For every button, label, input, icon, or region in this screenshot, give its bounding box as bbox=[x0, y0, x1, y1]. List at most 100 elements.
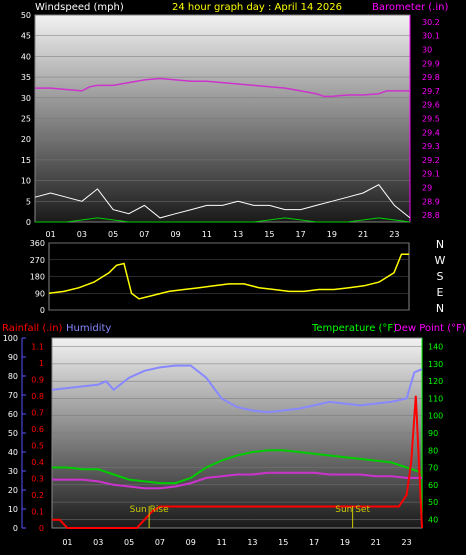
hour-tick-label: 15 bbox=[264, 230, 274, 239]
hour-tick-label: 23 bbox=[401, 538, 411, 547]
rainfall-label: Rainfall (.in) bbox=[2, 323, 63, 334]
barometer-y-tick: 29 bbox=[422, 184, 432, 193]
barometer-y-tick: 29.5 bbox=[422, 115, 440, 124]
hour-tick-label: 13 bbox=[233, 230, 243, 239]
humidity-y-tick: 70 bbox=[8, 391, 18, 400]
rain-y-tick: 0.3 bbox=[31, 474, 44, 483]
direction-y-tick: 0 bbox=[40, 306, 45, 315]
wind-y-tick: 40 bbox=[21, 52, 31, 61]
barometer-y-tick: 30.2 bbox=[422, 18, 440, 27]
rain-y-tick: 0.4 bbox=[31, 458, 44, 467]
dewpoint-label: Dew Point (°F) bbox=[394, 323, 466, 334]
compass-label: N bbox=[436, 238, 444, 251]
hour-tick-label: 09 bbox=[186, 538, 196, 547]
barometer-y-tick: 29.9 bbox=[422, 59, 440, 68]
hour-tick-label: 23 bbox=[389, 230, 399, 239]
temp-y-tick: 90 bbox=[428, 429, 438, 438]
direction-line bbox=[48, 253, 409, 300]
temp-y-tick: 80 bbox=[428, 446, 438, 455]
direction-y-tick: 90 bbox=[35, 289, 45, 298]
rain-y-tick: 0.5 bbox=[31, 441, 44, 450]
temp-y-tick: 70 bbox=[428, 464, 438, 473]
rain-y-tick: 0.9 bbox=[31, 375, 44, 384]
temp-y-tick: 110 bbox=[428, 394, 443, 403]
humidity-y-tick: 0 bbox=[13, 524, 18, 533]
wind-line bbox=[34, 184, 411, 219]
direction-y-tick: 360 bbox=[30, 239, 45, 248]
wind-y-tick: 5 bbox=[26, 197, 31, 206]
rain-y-tick: 0.6 bbox=[31, 425, 44, 434]
wind-y-tick: 35 bbox=[21, 73, 31, 82]
wind-y-tick: 10 bbox=[21, 177, 31, 186]
hour-tick-label: 01 bbox=[62, 538, 72, 547]
hour-tick-label: 05 bbox=[124, 538, 134, 547]
barometer-y-tick: 29.6 bbox=[422, 101, 440, 110]
barometer-y-tick: 30.1 bbox=[422, 32, 440, 41]
hour-tick-label: 11 bbox=[216, 538, 226, 547]
humidity-line bbox=[51, 364, 423, 414]
hour-tick-label: 07 bbox=[155, 538, 165, 547]
hour-tick-label: 21 bbox=[358, 230, 368, 239]
wind-y-tick: 20 bbox=[21, 135, 31, 144]
direction-y-tick: 270 bbox=[30, 256, 45, 265]
hour-tick-label: 15 bbox=[278, 538, 288, 547]
humidity-label: Humidity bbox=[66, 323, 111, 334]
wind-y-tick: 25 bbox=[21, 115, 31, 124]
rain-y-tick: 0 bbox=[39, 524, 44, 533]
hour-tick-label: 03 bbox=[77, 230, 87, 239]
humidity-y-tick: 60 bbox=[8, 410, 18, 419]
barometer-label: Barometer (.in) bbox=[372, 2, 448, 13]
barometer-y-tick: 29.4 bbox=[422, 128, 440, 137]
compass-label: N bbox=[436, 302, 444, 315]
compass-label: E bbox=[437, 286, 444, 299]
sun_rise-label: Sun Rise bbox=[130, 505, 169, 515]
rain-y-tick: 0.8 bbox=[31, 392, 44, 401]
temp-y-tick: 130 bbox=[428, 360, 443, 369]
humidity-y-tick: 30 bbox=[8, 467, 18, 476]
barometer-y-tick: 29.2 bbox=[422, 156, 440, 165]
humidity-y-tick: 50 bbox=[8, 429, 18, 438]
sun_set-label: Sun Set bbox=[335, 505, 370, 515]
rain-y-tick: 1.1 bbox=[31, 342, 44, 351]
direction-y-tick: 180 bbox=[30, 273, 45, 282]
humidity-y-tick: 40 bbox=[8, 448, 18, 457]
hour-tick-label: 01 bbox=[46, 230, 56, 239]
barometer-y-tick: 29.8 bbox=[422, 73, 440, 82]
compass-label: W bbox=[435, 254, 446, 267]
hour-tick-label: 03 bbox=[93, 538, 103, 547]
humidity-y-tick: 80 bbox=[8, 372, 18, 381]
hour-tick-label: 17 bbox=[309, 538, 319, 547]
barometer-y-tick: 29.3 bbox=[422, 142, 440, 151]
compass-label: S bbox=[437, 270, 444, 283]
dewpoint-line bbox=[52, 471, 422, 490]
barometer-y-tick: 29.7 bbox=[422, 87, 440, 96]
hour-tick-label: 13 bbox=[247, 538, 257, 547]
hour-tick-label: 09 bbox=[171, 230, 181, 239]
rain-line bbox=[52, 395, 423, 529]
humidity-y-tick: 100 bbox=[3, 334, 18, 343]
temp-y-tick: 120 bbox=[428, 377, 443, 386]
barometer-line bbox=[35, 77, 410, 98]
graph-title: 24 hour graph day : April 14 2026 bbox=[172, 2, 342, 13]
barometer-y-tick: 30 bbox=[422, 46, 432, 55]
barometer-y-tick: 28.9 bbox=[422, 197, 440, 206]
temp-y-tick: 100 bbox=[428, 412, 443, 421]
hour-tick-label: 05 bbox=[108, 230, 118, 239]
humidity-y-tick: 90 bbox=[8, 353, 18, 362]
rain-y-tick: 0.7 bbox=[31, 408, 44, 417]
temp-y-tick: 50 bbox=[428, 498, 438, 507]
hour-tick-label: 19 bbox=[340, 538, 350, 547]
hour-tick-label: 11 bbox=[202, 230, 212, 239]
wind-y-tick: 50 bbox=[21, 11, 31, 20]
windspeed-label: Windspeed (mph) bbox=[35, 2, 124, 13]
temp-y-tick: 40 bbox=[428, 515, 438, 524]
hour-tick-label: 17 bbox=[296, 230, 306, 239]
wind-y-tick: 45 bbox=[21, 32, 31, 41]
humidity-y-tick: 20 bbox=[8, 486, 18, 495]
gust-line bbox=[35, 217, 411, 223]
wind-y-tick: 30 bbox=[21, 94, 31, 103]
hour-tick-label: 07 bbox=[139, 230, 149, 239]
temperature-line bbox=[52, 449, 423, 485]
temp-y-tick: 60 bbox=[428, 481, 438, 490]
wind-y-tick: 0 bbox=[26, 218, 31, 227]
